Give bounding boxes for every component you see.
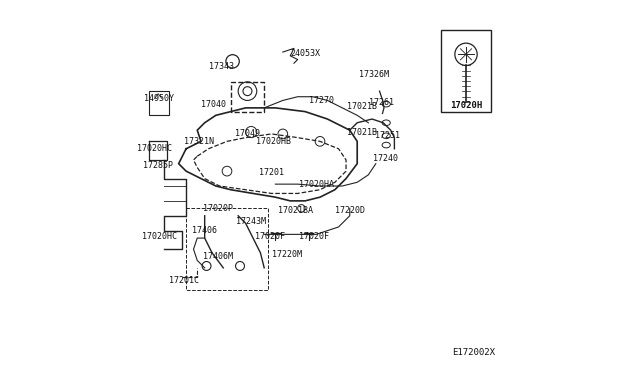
Text: 17251: 17251 [375,131,400,140]
Text: 17021BA: 17021BA [278,206,314,215]
Text: 17040: 17040 [202,100,227,109]
Text: 17020F: 17020F [300,232,330,241]
Text: 17021B: 17021B [347,128,377,137]
Text: 17220D: 17220D [335,206,365,215]
Text: 17020P: 17020P [203,204,233,213]
Text: 17020HA: 17020HA [299,180,334,189]
Text: 17326M: 17326M [359,70,389,79]
Text: 17220M: 17220M [271,250,301,259]
Text: 17243M: 17243M [236,217,266,226]
Text: E172002X: E172002X [452,348,495,357]
Text: 17270: 17270 [309,96,334,105]
Text: 17020F: 17020F [255,232,285,241]
Text: 17020HB: 17020HB [256,137,291,146]
Text: 24053X: 24053X [290,49,320,58]
Text: 17049: 17049 [235,129,260,138]
Text: 17020HC: 17020HC [137,144,172,153]
Text: 17020H: 17020H [450,102,482,110]
Text: 17285P: 17285P [143,161,173,170]
Text: 17261: 17261 [369,98,394,107]
Text: 17201: 17201 [259,169,284,177]
Text: 17343: 17343 [209,62,234,71]
Text: 17201C: 17201C [169,276,199,285]
Text: 17021B: 17021B [347,102,377,110]
Text: 17406: 17406 [192,226,217,235]
Text: 17020HC: 17020HC [142,232,177,241]
FancyBboxPatch shape [441,30,491,112]
Text: 17240: 17240 [372,154,397,163]
Text: 17406M: 17406M [203,252,233,261]
Text: 17321N: 17321N [184,137,214,146]
Text: 14950Y: 14950Y [144,94,174,103]
